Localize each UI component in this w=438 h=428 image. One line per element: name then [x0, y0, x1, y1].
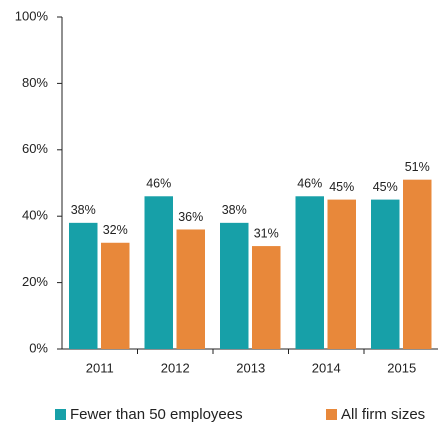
bar — [403, 179, 432, 349]
data-label: 32% — [103, 223, 128, 237]
legend-label: Fewer than 50 employees — [70, 406, 243, 423]
data-label: 46% — [146, 177, 171, 191]
data-label: 51% — [405, 160, 430, 174]
bar — [69, 222, 98, 349]
bar — [101, 242, 130, 349]
y-tick-label: 20% — [22, 274, 48, 289]
bar — [176, 229, 205, 349]
x-tick-label: 2013 — [236, 360, 265, 375]
data-label: 31% — [254, 226, 279, 240]
data-label: 45% — [373, 180, 398, 194]
data-label: 45% — [329, 180, 354, 194]
y-tick-label: 60% — [22, 141, 48, 156]
y-tick-label: 100% — [15, 8, 49, 23]
x-tick-label: 2015 — [387, 360, 416, 375]
y-tick-label: 0% — [29, 340, 48, 355]
bar — [295, 196, 324, 349]
x-tick-label: 2012 — [161, 360, 190, 375]
x-tick-label: 2011 — [86, 360, 114, 375]
legend-swatch — [55, 409, 66, 420]
data-label: 38% — [222, 203, 247, 217]
bar — [220, 222, 249, 349]
bar — [327, 199, 356, 349]
bar — [144, 196, 173, 349]
data-label: 46% — [297, 177, 322, 191]
data-label: 38% — [71, 203, 96, 217]
y-tick-label: 40% — [22, 208, 48, 223]
bar — [252, 246, 281, 349]
x-tick-label: 2014 — [312, 360, 341, 375]
y-tick-label: 80% — [22, 75, 48, 90]
legend-label: All firm sizes — [341, 406, 425, 423]
bar — [371, 199, 400, 349]
legend-swatch — [326, 409, 337, 420]
data-label: 36% — [178, 210, 203, 224]
